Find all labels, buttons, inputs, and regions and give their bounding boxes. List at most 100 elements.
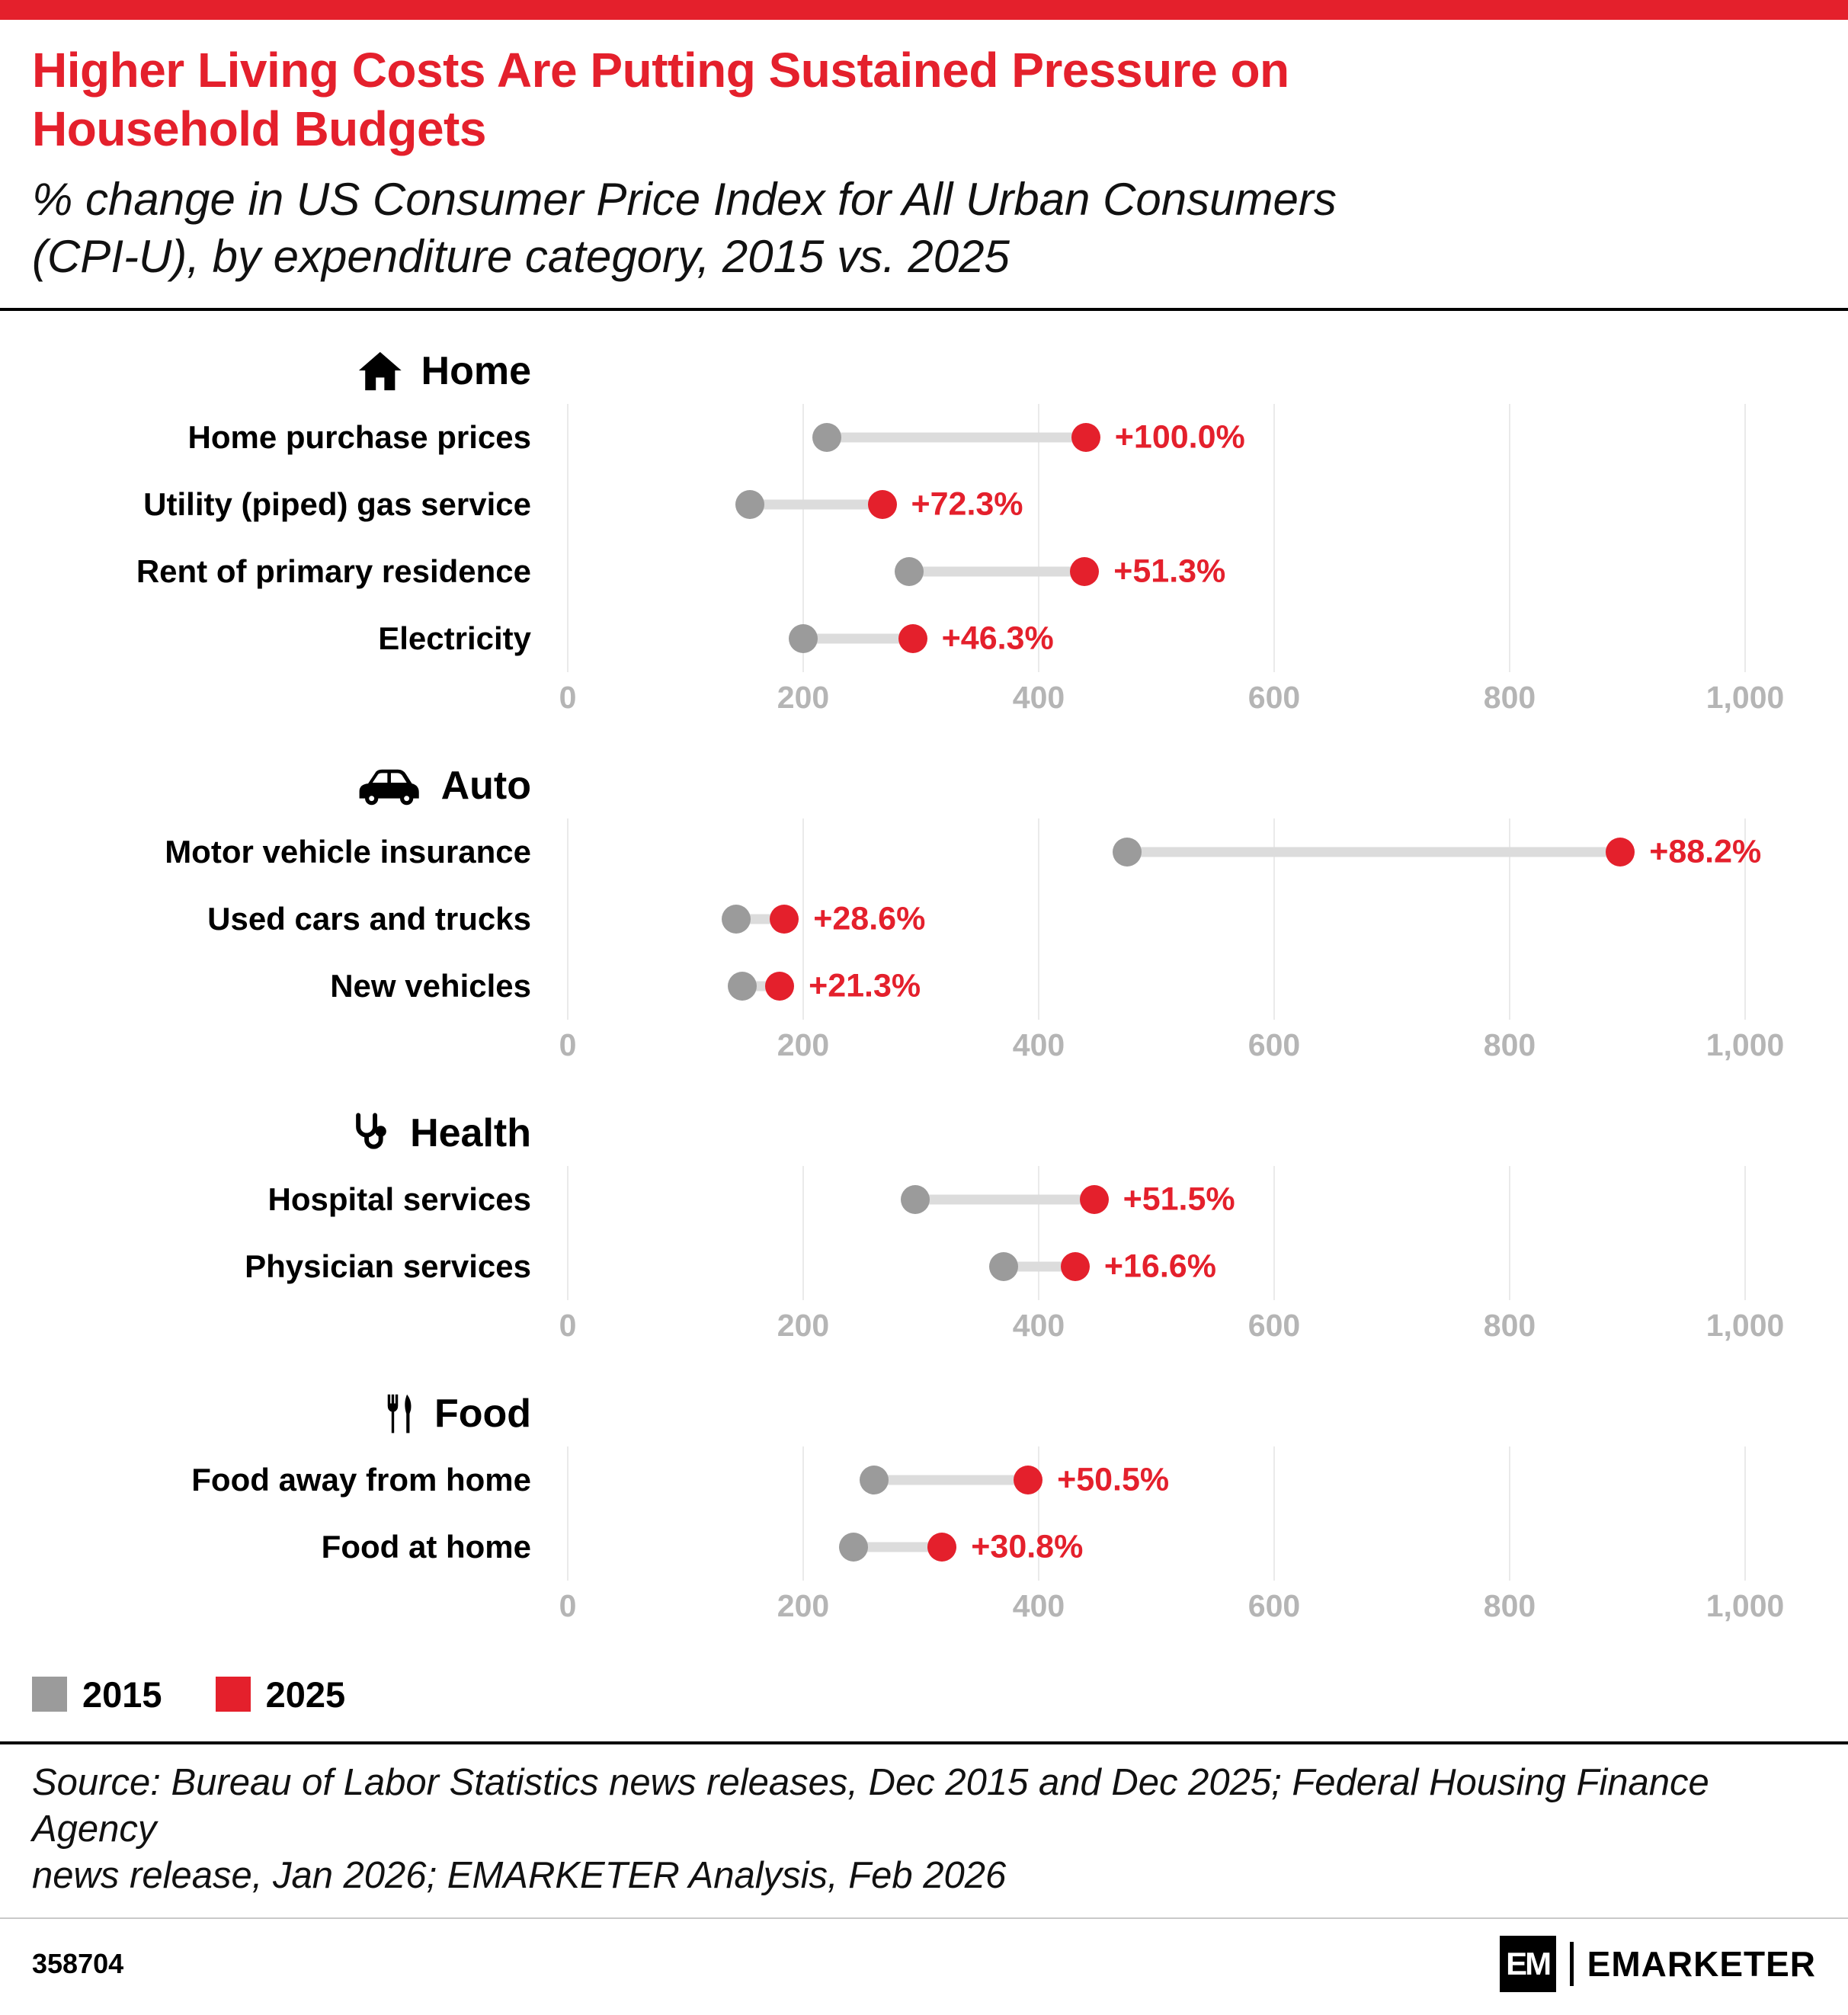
section-title: Auto xyxy=(440,763,531,808)
footer-divider xyxy=(0,1917,1848,1920)
chart-row: Utility (piped) gas service +72.3% xyxy=(0,470,1848,538)
gridline xyxy=(1744,604,1746,672)
change-label: +51.5% xyxy=(1123,1180,1235,1218)
axis-tick: 400 xyxy=(1012,1307,1065,1343)
dot-2015 xyxy=(1112,837,1142,867)
row-label: Utility (piped) gas service xyxy=(143,485,531,522)
dot-2015 xyxy=(900,1184,930,1214)
section-header-inner: Home xyxy=(0,338,568,404)
gridline xyxy=(1273,885,1275,953)
chart-row: Hospital services +51.5% xyxy=(0,1165,1848,1233)
connector xyxy=(803,633,913,644)
em-logo-text: EM xyxy=(1506,1946,1552,1982)
gridline xyxy=(1273,604,1275,672)
section-header: Home xyxy=(0,338,1848,404)
dot-2015 xyxy=(721,904,751,934)
gridline xyxy=(802,537,804,605)
gridline xyxy=(1744,952,1746,1020)
dot-2025 xyxy=(898,623,927,653)
fork-knife-icon xyxy=(383,1393,416,1434)
axis-tick: 600 xyxy=(1247,679,1301,715)
gridline xyxy=(802,1165,804,1233)
logo-separator xyxy=(1569,1942,1574,1987)
dot-2025 xyxy=(770,904,799,934)
axis-tick: 400 xyxy=(1012,1587,1065,1623)
chart-row: Used cars and trucks +28.6% xyxy=(0,885,1848,953)
source-divider xyxy=(0,1741,1848,1744)
gridline xyxy=(1509,537,1510,605)
change-label: +88.2% xyxy=(1649,833,1762,870)
gridline xyxy=(1509,470,1510,538)
gridline xyxy=(567,403,568,471)
axis-tick: 400 xyxy=(1012,1027,1065,1062)
header-divider xyxy=(0,307,1848,311)
gridline xyxy=(1509,885,1510,953)
dot-2015 xyxy=(839,1532,869,1562)
axis-row: 0 200 400 600 800 1,000 xyxy=(0,672,1848,733)
gridline xyxy=(567,1232,568,1300)
section-title: Home xyxy=(421,348,531,393)
dot-2015 xyxy=(789,623,818,653)
row-plot: +100.0% xyxy=(567,403,1746,471)
connector xyxy=(914,1194,1094,1205)
row-label: Rent of primary residence xyxy=(136,553,531,589)
gridline xyxy=(1509,1513,1510,1581)
row-label: Food away from home xyxy=(191,1461,531,1498)
gridline xyxy=(567,885,568,953)
gridline xyxy=(1744,403,1746,471)
dot-2025 xyxy=(927,1532,957,1562)
connector xyxy=(854,1542,943,1552)
gridline xyxy=(1744,1165,1746,1233)
section-title: Health xyxy=(410,1110,531,1155)
gridline xyxy=(567,537,568,605)
section-home: Home Home purchase prices +100.0% Utility (… xyxy=(0,338,1848,733)
gridline xyxy=(1744,1513,1746,1581)
axis-tick: 1,000 xyxy=(1705,1027,1785,1062)
axis-tick: 200 xyxy=(777,1307,830,1343)
dot-2025 xyxy=(1606,837,1635,867)
connector xyxy=(873,1475,1029,1485)
axis-tick: 600 xyxy=(1247,1587,1301,1623)
dot-2025 xyxy=(1014,1465,1043,1494)
change-label: +100.0% xyxy=(1114,418,1245,456)
chart-id: 358704 xyxy=(32,1948,124,1980)
axis-tick: 200 xyxy=(777,1587,830,1623)
row-plot: +28.6% xyxy=(567,885,1746,953)
gridline xyxy=(1273,1446,1275,1514)
chart-subtitle: % change in US Consumer Price Index for … xyxy=(32,171,1816,285)
row-plot: +16.6% xyxy=(567,1232,1746,1300)
gridline xyxy=(1038,818,1039,886)
gridline xyxy=(1273,1513,1275,1581)
source-line1: Source: Bureau of Labor Statistics news … xyxy=(32,1761,1709,1850)
row-label: New vehicles xyxy=(330,967,531,1004)
home-icon xyxy=(357,351,403,392)
gridline xyxy=(1744,1232,1746,1300)
section-header: Food xyxy=(0,1381,1848,1446)
gridline xyxy=(1509,952,1510,1020)
section-header-inner: Food xyxy=(0,1381,568,1446)
legend-swatch-2025 xyxy=(215,1677,251,1712)
connector xyxy=(1003,1261,1075,1272)
row-plot: +51.5% xyxy=(567,1165,1746,1233)
axis-tick: 800 xyxy=(1483,679,1536,715)
axis-plot: 0 200 400 600 800 1,000 xyxy=(559,1300,1785,1361)
gridline xyxy=(1273,470,1275,538)
gridline xyxy=(1273,537,1275,605)
gridline xyxy=(802,818,804,886)
change-label: +50.5% xyxy=(1057,1461,1170,1498)
gridline xyxy=(1744,470,1746,538)
axis-plot: 0 200 400 600 800 1,000 xyxy=(559,1020,1785,1081)
gridline xyxy=(802,403,804,471)
section-auto: Auto Motor vehicle insurance +88.2% Used ca… xyxy=(0,753,1848,1081)
axis-tick: 800 xyxy=(1483,1027,1536,1062)
axis-tick: 200 xyxy=(777,1027,830,1062)
gridline xyxy=(1744,537,1746,605)
axis-row: 0 200 400 600 800 1,000 xyxy=(0,1581,1848,1642)
row-plot: +46.3% xyxy=(567,604,1746,672)
change-label: +46.3% xyxy=(941,620,1054,657)
header: Higher Living Costs Are Putting Sustaine… xyxy=(0,20,1848,308)
axis-row: 0 200 400 600 800 1,000 xyxy=(0,1020,1848,1081)
gridline xyxy=(1744,885,1746,953)
chart-row: Electricity +46.3% xyxy=(0,604,1848,672)
